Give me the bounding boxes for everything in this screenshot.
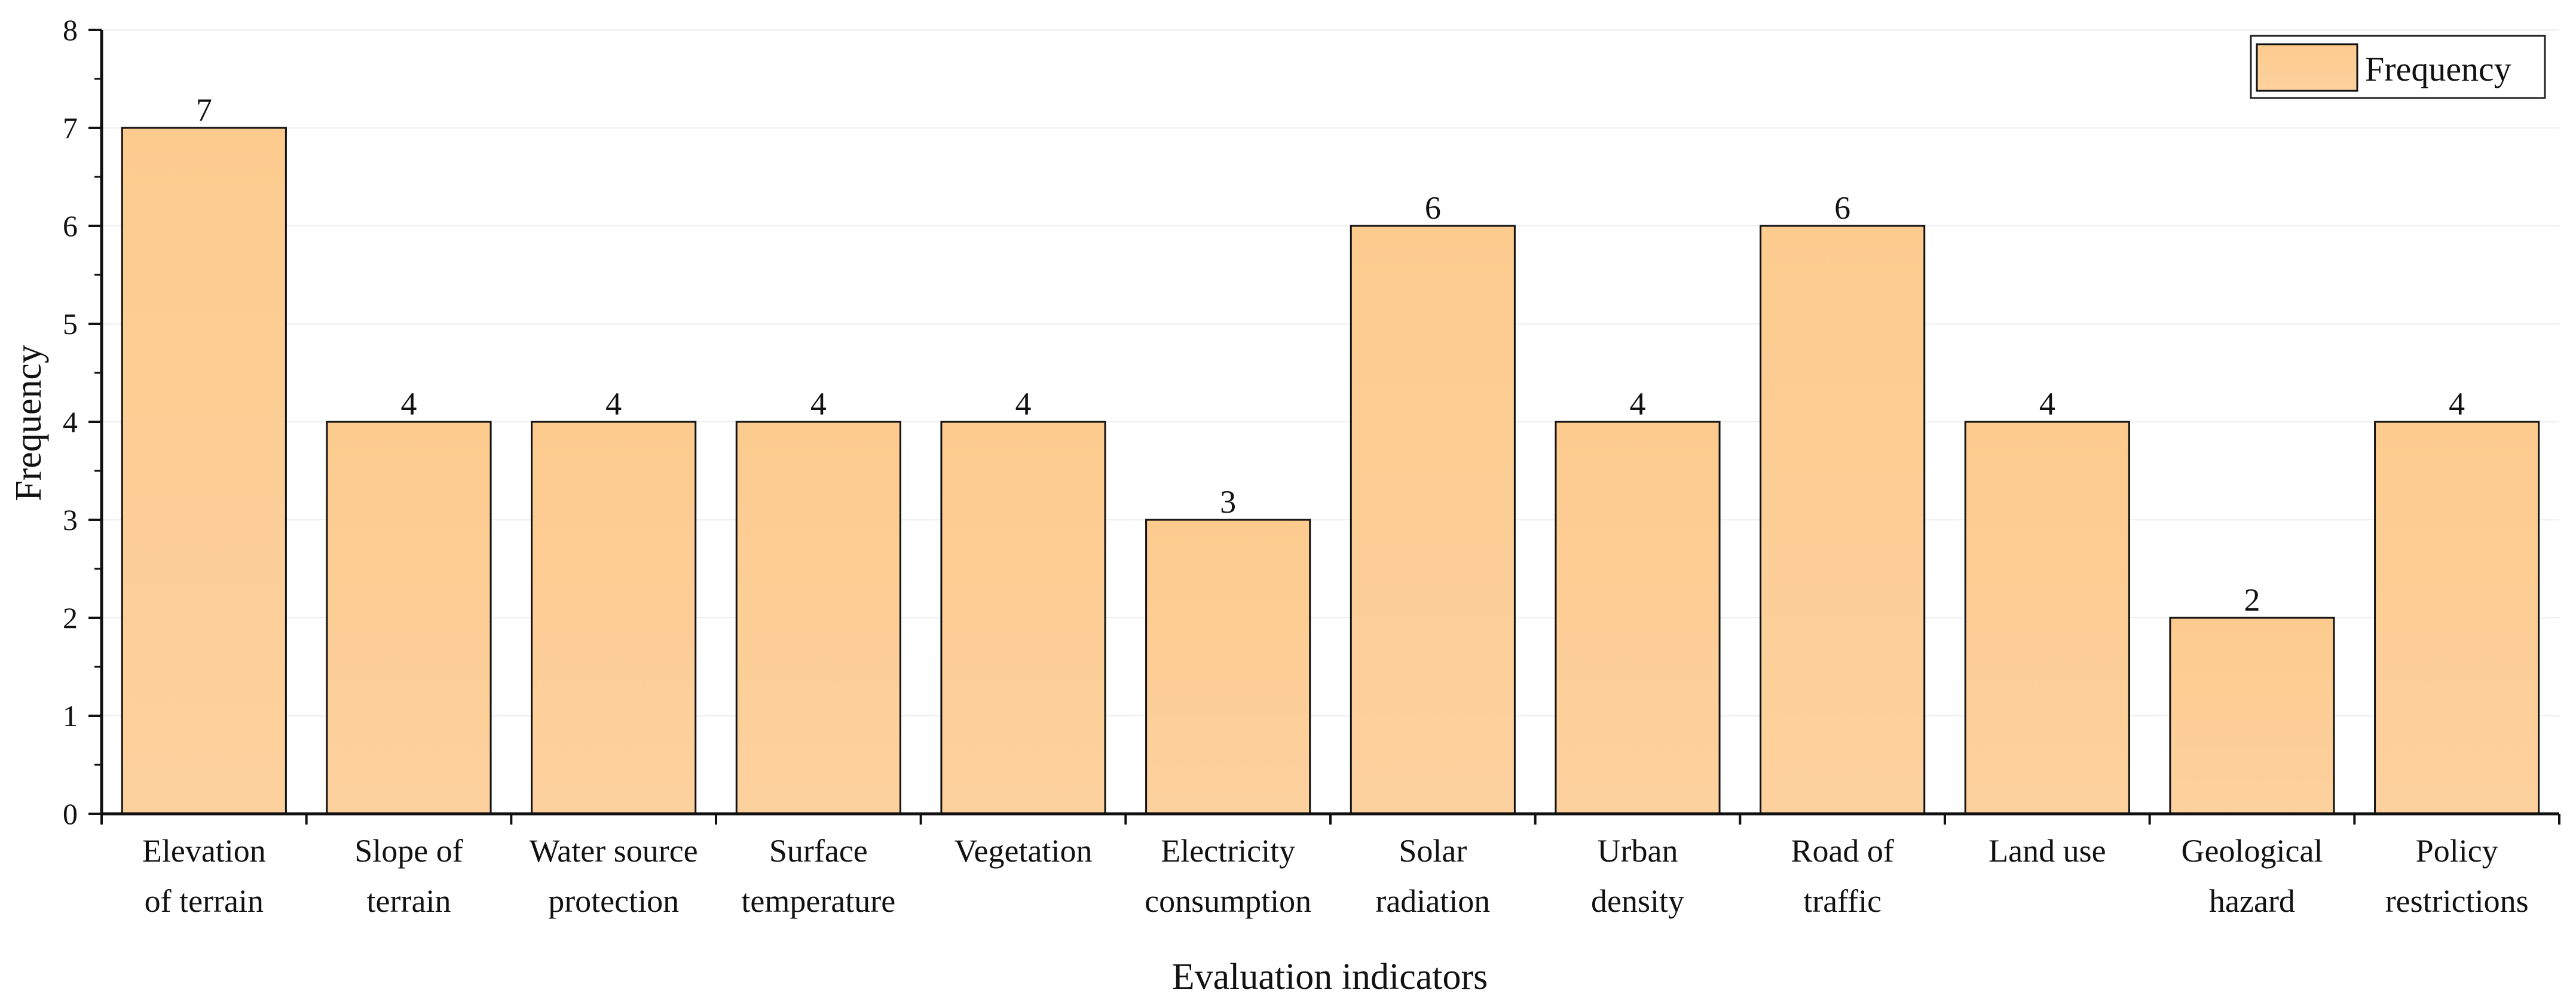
bar-5 [1145,519,1311,815]
x-category-label-9-line-0: Land use [1988,833,2106,869]
x-category-label-11-line-1: restrictions [2385,883,2529,919]
bar-value-label-9: 4 [2039,386,2055,422]
x-axis-title: Evaluation indicators [1172,957,1488,997]
bar-0 [121,127,287,815]
bar-2 [531,421,697,815]
legend: Frequency [2250,35,2546,99]
bar-value-label-5: 3 [1220,484,1236,520]
x-category-label-8-line-0: Road of [1791,833,1893,869]
y-axis-title: Frequency [8,345,49,501]
bar-3 [735,421,901,815]
bar-6 [1350,225,1516,815]
x-category-label-0-line-0: Elevation [142,833,266,869]
bar-value-label-10: 2 [2244,582,2260,618]
bar-8 [1760,225,1926,815]
x-category-label-8-line-1: traffic [1803,883,1881,919]
axes-layer: 0 1 2 3 4 5 6 7 8 [63,13,2560,831]
x-category-label-1-line-1: terrain [367,883,451,919]
bar-value-label-6: 6 [1425,190,1441,226]
bar-value-label-8: 6 [1834,190,1850,226]
x-category-label-10-line-1: hazard [2209,883,2295,919]
grid-layer [102,29,2559,716]
y-tick-label-1: 1 [63,699,78,733]
bar-10 [2169,617,2335,815]
legend-label: Frequency [2365,50,2511,88]
bar-7 [1555,421,1721,815]
x-category-label-10-line-0: Geological [2182,833,2323,869]
x-category-label-6-line-1: radiation [1375,883,1490,919]
x-category-label-11-line-0: Policy [2416,833,2498,869]
x-category-label-7-line-1: density [1591,883,1684,919]
bar-value-label-3: 4 [810,386,827,422]
x-category-label-0-line-1: of terrain [145,883,264,919]
y-tick-label-0: 0 [63,797,78,831]
x-category-label-2-line-0: Water source [530,833,698,869]
x-category-label-4-line-0: Vegetation [954,833,1093,869]
x-category-label-2-line-1: protection [548,883,679,919]
x-category-label-3-line-1: temperature [741,883,895,919]
legend-swatch [2256,43,2358,92]
bar-value-label-7: 4 [1630,386,1646,422]
y-tick-label-3: 3 [63,503,78,537]
bar-11 [2374,421,2540,815]
bars-layer [121,127,2540,815]
bar-1 [326,421,492,815]
bar-value-label-1: 4 [401,386,417,422]
y-tick-label-4: 4 [63,405,78,439]
bar-value-label-2: 4 [605,386,622,422]
bar-value-label-11: 4 [2449,386,2465,422]
x-category-label-5-line-0: Electricity [1161,833,1295,869]
bar-value-label-0: 7 [196,92,212,128]
bar-9 [1964,421,2130,815]
x-category-label-6-line-0: Solar [1399,833,1467,869]
x-category-label-1-line-0: Slope of [354,833,463,869]
x-category-label-3-line-0: Surface [769,833,868,869]
y-tick-label-8: 8 [63,13,78,47]
y-tick-label-6: 6 [63,209,78,243]
bar-value-label-4: 4 [1015,386,1032,422]
y-tick-label-2: 2 [63,601,78,635]
y-tick-label-5: 5 [63,307,78,341]
bar-4 [940,421,1106,815]
y-tick-label-7: 7 [63,111,78,145]
labels-layer: 7 4 4 4 4 3 6 4 6 4 2 4 Elevation of terrain Slope of t… [142,92,2529,919]
x-category-label-7-line-0: Urban [1598,833,1678,869]
x-category-label-5-line-1: consumption [1145,883,1311,919]
